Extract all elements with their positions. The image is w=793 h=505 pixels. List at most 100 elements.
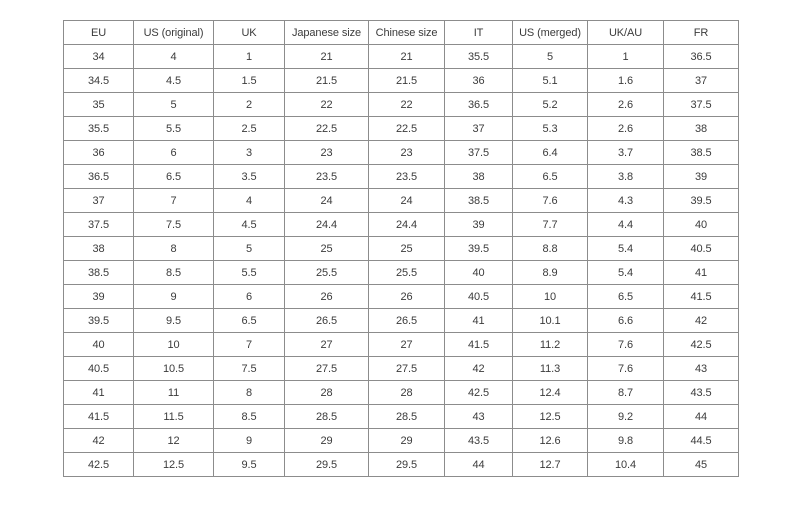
table-cell: 36.5 [444,92,513,117]
table-cell: 44 [663,404,739,429]
table-cell: 12.5 [133,452,214,477]
table-cell: 43.5 [663,380,739,405]
table-cell: 35.5 [63,116,134,141]
table-cell: 43 [663,356,739,381]
table-cell: 6.5 [213,308,285,333]
column-header: Japanese size [284,20,369,45]
table-cell: 5.1 [512,68,588,93]
table-cell: 1 [213,44,285,69]
table-cell: 21 [284,44,369,69]
table-cell: 27.5 [284,356,369,381]
table-cell: 9.5 [133,308,214,333]
table-cell: 23 [368,140,445,165]
table-cell: 11.5 [133,404,214,429]
table-cell: 41 [63,380,134,405]
table-cell: 40.5 [663,236,739,261]
table-cell: 12.7 [512,452,588,477]
table-cell: 5.5 [213,260,285,285]
table-cell: 36.5 [63,164,134,189]
table-cell: 28.5 [284,404,369,429]
table-cell: 5.3 [512,116,588,141]
table-cell: 3.8 [587,164,664,189]
table-cell: 7 [133,188,214,213]
column-header: UK/AU [587,20,664,45]
table-cell: 38.5 [63,260,134,285]
table-cell: 28 [368,380,445,405]
table-cell: 1.5 [213,68,285,93]
table-cell: 7.5 [213,356,285,381]
table-cell: 37 [444,116,513,141]
table-cell: 11.2 [512,332,588,357]
table-cell: 39 [444,212,513,237]
table-cell: 9.2 [587,404,664,429]
table-cell: 6.6 [587,308,664,333]
table-cell: 8 [133,236,214,261]
table-cell: 7.6 [587,332,664,357]
table-cell: 8 [213,380,285,405]
table-cell: 41 [663,260,739,285]
table-cell: 22.5 [368,116,445,141]
table-row: 34 4 1 21 21 35.5 5 1 36.5 [63,44,739,69]
table-cell: 9 [133,284,214,309]
column-header: US (merged) [512,20,588,45]
table-cell: 6.5 [587,284,664,309]
table-cell: 27 [368,332,445,357]
table-row: 41.5 11.5 8.5 28.5 28.5 43 12.5 9.2 44 [63,404,739,429]
table-row: 40.5 10.5 7.5 27.5 27.5 42 11.3 7.6 43 [63,356,739,381]
table-cell: 40.5 [63,356,134,381]
table-cell: 9 [213,428,285,453]
table-cell: 10.5 [133,356,214,381]
table-cell: 8.5 [213,404,285,429]
table-cell: 12.6 [512,428,588,453]
table-cell: 41.5 [663,284,739,309]
table-cell: 21.5 [284,68,369,93]
table-cell: 6 [133,140,214,165]
table-cell: 38 [444,164,513,189]
table-cell: 42 [444,356,513,381]
table-cell: 29.5 [368,452,445,477]
table-cell: 5.2 [512,92,588,117]
table-cell: 23.5 [284,164,369,189]
table-cell: 22 [368,92,445,117]
column-header: US (original) [133,20,214,45]
table-row: 36.5 6.5 3.5 23.5 23.5 38 6.5 3.8 39 [63,164,739,189]
table-cell: 36.5 [663,44,739,69]
table-cell: 29 [368,428,445,453]
table-row: 34.5 4.5 1.5 21.5 21.5 36 5.1 1.6 37 [63,68,739,93]
table-cell: 37.5 [663,92,739,117]
table-cell: 7 [213,332,285,357]
table-cell: 26 [368,284,445,309]
table-cell: 35.5 [444,44,513,69]
table-cell: 42.5 [663,332,739,357]
column-header: EU [63,20,134,45]
table-row: 42.5 12.5 9.5 29.5 29.5 44 12.7 10.4 45 [63,452,739,477]
table-cell: 8.5 [133,260,214,285]
table-cell: 38.5 [444,188,513,213]
table-cell: 6.5 [512,164,588,189]
table-cell: 5.4 [587,260,664,285]
table-cell: 5.5 [133,116,214,141]
table-cell: 28 [284,380,369,405]
table-row: 37 7 4 24 24 38.5 7.6 4.3 39.5 [63,188,739,213]
table-cell: 45 [663,452,739,477]
table-cell: 26.5 [368,308,445,333]
table-cell: 28.5 [368,404,445,429]
table-cell: 21 [368,44,445,69]
table-cell: 4 [213,188,285,213]
table-cell: 38.5 [663,140,739,165]
table-cell: 43 [444,404,513,429]
table-cell: 12.4 [512,380,588,405]
table-row: 38.5 8.5 5.5 25.5 25.5 40 8.9 5.4 41 [63,260,739,285]
table-row: 38 8 5 25 25 39.5 8.8 5.4 40.5 [63,236,739,261]
table-cell: 36 [63,140,134,165]
table-cell: 3 [213,140,285,165]
table-cell: 6.4 [512,140,588,165]
table-cell: 9.8 [587,428,664,453]
table-cell: 42 [63,428,134,453]
table-cell: 40.5 [444,284,513,309]
table-row: 41 11 8 28 28 42.5 12.4 8.7 43.5 [63,380,739,405]
table-cell: 25 [284,236,369,261]
table-row: 37.5 7.5 4.5 24.4 24.4 39 7.7 4.4 40 [63,212,739,237]
table-cell: 44 [444,452,513,477]
table-cell: 5 [133,92,214,117]
